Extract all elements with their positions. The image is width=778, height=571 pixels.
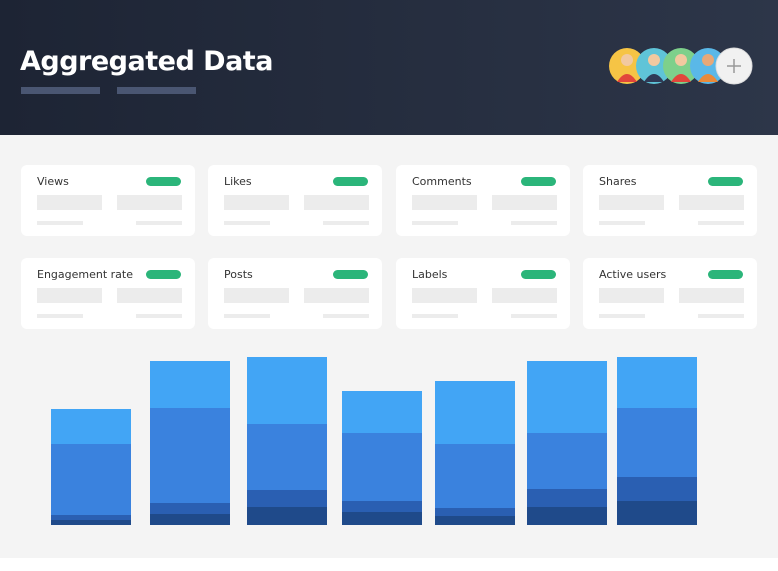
placeholder-bar: [21, 87, 100, 94]
bar-segment: [247, 507, 327, 525]
placeholder-bar: [224, 195, 289, 210]
placeholder-bar: [37, 288, 102, 303]
bar-segment: [435, 516, 515, 525]
metric-label: Shares: [599, 175, 637, 188]
metric-card: Views: [21, 165, 195, 236]
bar-segment: [617, 501, 697, 525]
status-pill: [146, 177, 181, 186]
placeholder-line: [698, 314, 744, 318]
bar-segment: [51, 520, 131, 525]
bar-segment: [150, 408, 230, 503]
bar-segment: [51, 444, 131, 515]
status-pill: [333, 270, 368, 279]
placeholder-bar: [117, 195, 182, 210]
metric-card: Active users: [583, 258, 757, 329]
placeholder-bar: [679, 195, 744, 210]
placeholder-bar: [304, 288, 369, 303]
placeholder-line: [599, 314, 645, 318]
metric-label: Likes: [224, 175, 252, 188]
placeholder-bar: [37, 195, 102, 210]
metric-label: Comments: [412, 175, 472, 188]
bar-segment: [527, 507, 607, 525]
bar-segment: [617, 408, 697, 477]
add-user-button[interactable]: [715, 47, 753, 85]
bar-segment: [51, 515, 131, 520]
bar-segment: [527, 433, 607, 489]
status-pill: [521, 270, 556, 279]
placeholder-bar: [599, 288, 664, 303]
bar-segment: [527, 489, 607, 507]
bar-segment: [150, 514, 230, 525]
placeholder-line: [511, 314, 557, 318]
placeholder-bar: [117, 288, 182, 303]
bar-segment: [527, 361, 607, 433]
bar-segment: [247, 357, 327, 424]
placeholder-bar: [679, 288, 744, 303]
status-pill: [521, 177, 556, 186]
metric-label: Active users: [599, 268, 667, 281]
avatar: [636, 48, 672, 84]
metric-card: Comments: [396, 165, 570, 236]
avatar: [609, 48, 645, 84]
placeholder-line: [136, 221, 182, 225]
status-pill: [333, 177, 368, 186]
placeholder-line: [224, 314, 270, 318]
metric-label: Labels: [412, 268, 448, 281]
bar-segment: [150, 361, 230, 408]
status-pill: [708, 177, 743, 186]
avatars: [609, 47, 753, 85]
placeholder-bar: [492, 288, 557, 303]
bar-segment: [247, 424, 327, 490]
placeholder-bar: [412, 195, 477, 210]
bar-segment: [617, 357, 697, 408]
status-pill: [146, 270, 181, 279]
metric-card: Engagement rate: [21, 258, 195, 329]
metric-label: Engagement rate: [37, 268, 134, 281]
bar-segment: [435, 381, 515, 444]
bar-segment: [617, 477, 697, 501]
metric-label: Posts: [224, 268, 253, 281]
placeholder-bar: [492, 195, 557, 210]
placeholder-line: [323, 221, 369, 225]
metric-card: Likes: [208, 165, 382, 236]
placeholder-bar: [304, 195, 369, 210]
bar-segment: [342, 501, 422, 512]
bar-segment: [435, 444, 515, 508]
placeholder-line: [511, 221, 557, 225]
placeholder-bar: [224, 288, 289, 303]
placeholder-line: [412, 314, 458, 318]
bar-segment: [51, 409, 131, 444]
placeholder-line: [698, 221, 744, 225]
placeholder-bar: [117, 87, 196, 94]
placeholder-bar: [599, 195, 664, 210]
bar-segment: [150, 503, 230, 514]
metric-card: Shares: [583, 165, 757, 236]
bar-segment: [342, 391, 422, 433]
avatar: [690, 48, 726, 84]
bar-segment: [342, 433, 422, 501]
placeholder-line: [224, 221, 270, 225]
page-title: Aggregated Data: [20, 46, 273, 77]
status-pill: [708, 270, 743, 279]
metric-card: Labels: [396, 258, 570, 329]
bar-segment: [342, 512, 422, 525]
metric-label: Views: [37, 175, 69, 188]
placeholder-bar: [412, 288, 477, 303]
placeholder-line: [599, 221, 645, 225]
placeholder-line: [412, 221, 458, 225]
avatar: [663, 48, 699, 84]
header: Aggregated Data: [0, 0, 778, 135]
placeholder-line: [323, 314, 369, 318]
placeholder-line: [136, 314, 182, 318]
bar-segment: [247, 490, 327, 507]
metric-card: Posts: [208, 258, 382, 329]
bar-segment: [435, 508, 515, 516]
placeholder-line: [37, 221, 83, 225]
placeholder-line: [37, 314, 83, 318]
